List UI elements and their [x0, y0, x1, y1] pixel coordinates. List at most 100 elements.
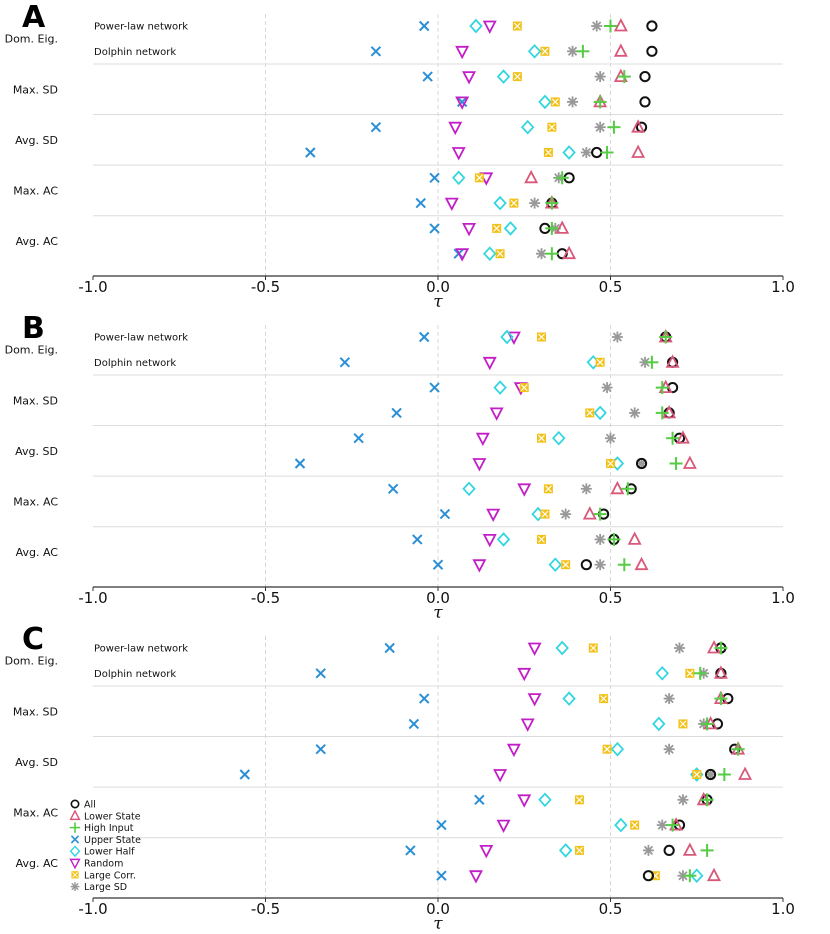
x-tick-label: 1.0: [771, 900, 795, 918]
marker-triangle-up-shape: [524, 169, 539, 184]
marker-star-b: [705, 769, 716, 780]
point-lower: [713, 665, 728, 679]
point-upper: [456, 96, 468, 108]
point-lower: [610, 480, 625, 495]
point-half: [500, 329, 514, 345]
marker-diamond-shape: [527, 43, 542, 59]
point-sd: [529, 197, 541, 209]
marker-star-b: [529, 198, 540, 208]
data-row: [418, 18, 658, 34]
marker-star-b: [612, 332, 623, 342]
data-row: [315, 665, 728, 682]
legend-marker-all: [70, 799, 80, 809]
marker-x-b: [294, 458, 306, 469]
point-all: [704, 768, 717, 781]
marker-x-b: [305, 147, 316, 158]
point-half: [503, 221, 518, 236]
point-random: [517, 483, 532, 497]
marker-x-b: [315, 668, 326, 679]
data-row: [408, 715, 724, 732]
marker-star-b: [561, 509, 571, 519]
marker-triangle-down-shape: [482, 356, 497, 371]
point-lower: [562, 245, 577, 260]
marker-x-b: [408, 718, 420, 730]
point-random: [520, 718, 535, 732]
point-random: [489, 407, 504, 421]
point-lower: [582, 506, 597, 520]
marker-triangle-down-shape: [455, 45, 470, 60]
legend-item-corr: Large Corr.: [71, 870, 136, 881]
marker-x-b: [436, 870, 447, 881]
marker-star-b: [536, 249, 547, 259]
marker-triangle-up-shape: [682, 455, 697, 469]
data-row: [453, 245, 577, 262]
point-random: [462, 71, 477, 85]
point-high: [714, 692, 728, 706]
marker-triangle-down-shape: [444, 197, 459, 212]
point-half: [614, 817, 628, 833]
marker-triangle-down-shape: [482, 534, 497, 548]
group-label: Max. SD: [13, 394, 58, 407]
point-upper: [429, 172, 440, 184]
marker-diamond-shape: [690, 868, 704, 884]
marker-diamond-shape: [538, 94, 552, 110]
data-row: [339, 354, 680, 371]
marker-x-b: [370, 46, 382, 57]
point-upper: [418, 20, 430, 32]
point-lower: [631, 119, 646, 133]
point-random: [486, 508, 501, 523]
data-row: [429, 379, 679, 396]
point-corr: [585, 408, 595, 418]
point-upper: [436, 819, 447, 831]
marker-x-b: [456, 96, 468, 108]
data-row: [455, 93, 651, 110]
marker-x-b: [436, 819, 447, 831]
point-sd: [567, 96, 579, 108]
legend-label: Lower State: [84, 811, 141, 822]
marker-diamond-shape: [469, 18, 483, 34]
marker-triangle-up-shape: [738, 766, 753, 780]
point-high: [714, 641, 728, 655]
marker-square-x-b: [693, 771, 701, 778]
point-high: [617, 558, 631, 572]
point-corr: [678, 719, 688, 729]
group-label: Dom. Eig.: [5, 655, 58, 668]
marker-triangle-down-shape: [468, 870, 483, 884]
marker-triangle-down-shape: [520, 718, 535, 732]
point-all: [646, 45, 658, 57]
point-sd: [560, 508, 572, 520]
point-random: [455, 45, 470, 60]
marker-triangle-up-shape: [627, 531, 642, 545]
marker-square-x-b: [538, 536, 545, 543]
point-sd: [591, 20, 603, 32]
point-corr: [509, 198, 519, 208]
marker-square-x-b: [72, 872, 78, 878]
marker-square-x-b: [679, 720, 687, 728]
point-high: [659, 330, 673, 344]
marker-x-b: [239, 769, 251, 780]
point-corr: [519, 383, 529, 393]
group-label: Max. AC: [13, 806, 58, 819]
group-label: Avg. SD: [15, 445, 58, 458]
x-tick-label: -0.5: [251, 589, 280, 607]
point-half: [548, 557, 563, 573]
x-axis-label: τ: [433, 603, 443, 623]
point-upper: [339, 357, 351, 368]
point-random: [479, 845, 494, 859]
marker-star-b: [595, 71, 605, 82]
marker-square-x-b: [603, 745, 611, 753]
legend-item-high: High Input: [69, 822, 134, 834]
point-corr: [685, 668, 695, 678]
point-all: [639, 96, 651, 108]
legend-marker-sd: [70, 882, 80, 891]
marker-diamond-shape: [500, 329, 514, 345]
marker-triangle-down-shape: [472, 559, 487, 573]
marker-square-x-b: [576, 847, 583, 854]
marker-star-b: [567, 46, 578, 56]
marker-x-b: [474, 794, 485, 806]
point-half: [496, 532, 511, 547]
point-high: [693, 666, 707, 680]
point-sd: [663, 743, 675, 755]
x-tick-label: 0.5: [599, 900, 623, 918]
